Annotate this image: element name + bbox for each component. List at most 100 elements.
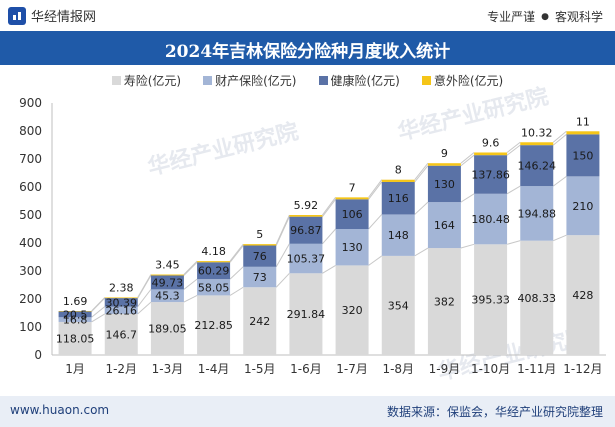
data-label: 180.48: [471, 213, 510, 226]
connector-line: [506, 240, 521, 245]
data-label: 7: [349, 181, 356, 194]
bar-segment: [289, 243, 323, 274]
x-tick-label: 1-9月: [429, 362, 461, 376]
connector-line: [275, 243, 290, 268]
legend-item-health[interactable]: 健康险(亿元): [318, 72, 400, 89]
data-label: 210: [572, 200, 593, 213]
bar-segment: [381, 214, 415, 256]
x-tick-label: 1-8月: [382, 362, 414, 376]
connector-line: [183, 294, 198, 303]
data-label: 1.69: [63, 295, 88, 308]
bar-segment: [58, 311, 92, 318]
data-label: 20.5: [63, 308, 88, 321]
bar-segment: [243, 245, 277, 267]
bar-segment: [243, 266, 277, 288]
legend-item-life[interactable]: 寿险(亿元): [111, 72, 181, 89]
legend-item-accident[interactable]: 意外险(亿元): [421, 72, 504, 89]
bar-segment: [520, 145, 554, 187]
data-label: 150: [572, 149, 593, 162]
x-tick-label: 1-11月: [517, 362, 556, 376]
connector-line: [137, 289, 152, 307]
connector-line: [506, 144, 521, 156]
bar-segment: [335, 197, 369, 200]
connector-line: [414, 165, 429, 183]
bar-segment: [520, 240, 554, 355]
connector-line: [368, 181, 383, 200]
bar-segment: [381, 255, 415, 355]
data-label: 4.18: [201, 245, 226, 258]
website-link[interactable]: www.huaon.com: [10, 403, 110, 417]
tagline: 专业严谨 ● 客观科学: [487, 8, 603, 25]
title-bar: 2024年吉林保险分险种月度收入统计: [0, 31, 615, 65]
bar-segment: [197, 261, 231, 263]
data-label: 10.32: [521, 126, 553, 139]
bar-segment: [104, 306, 138, 314]
chart-title: 2024年吉林保险分险种月度收入统计: [164, 42, 451, 62]
y-tick-label: 400: [19, 236, 42, 250]
tagline-1: 专业严谨: [487, 10, 536, 24]
bar-segment: [150, 274, 184, 276]
bar-segment: [335, 265, 369, 355]
bar-segment: [289, 273, 323, 355]
legend-swatch: [111, 76, 121, 85]
connector-line: [183, 278, 198, 290]
bar-segment: [197, 279, 231, 296]
brand-name: 华经情报网: [31, 10, 97, 25]
connector-line: [322, 264, 336, 274]
connector-line: [183, 260, 198, 275]
bar-segment: [474, 193, 508, 245]
bar-segment: [381, 181, 415, 215]
x-tick-label: 1-3月: [152, 362, 184, 376]
connector-line: [460, 152, 475, 164]
connector-line: [183, 261, 198, 276]
legend-item-property[interactable]: 财产保险(亿元): [203, 72, 297, 89]
bar-segment: [566, 235, 600, 355]
legend-label: 财产保险(亿元): [215, 74, 297, 88]
x-tick-label: 1-2月: [105, 362, 137, 376]
connector-line: [91, 306, 106, 318]
legend-swatch: [421, 76, 431, 85]
connector-line: [368, 179, 383, 198]
bar-segment: [197, 295, 231, 355]
data-label: 5: [256, 228, 263, 241]
bar-segment: [243, 287, 277, 355]
connector-line: [91, 297, 106, 312]
connector-line: [368, 255, 383, 266]
bar-segment: [150, 302, 184, 355]
connector-line: [275, 214, 290, 245]
y-tick-label: 600: [19, 180, 42, 194]
data-label: 58.05: [198, 281, 230, 294]
connector-line: [322, 228, 336, 245]
data-label: 73: [253, 271, 267, 284]
data-label: 137.86: [471, 168, 510, 181]
bar-segment: [566, 176, 600, 236]
data-label: 130: [342, 241, 363, 254]
legend-label: 意外险(亿元): [433, 74, 504, 88]
data-label: 428: [572, 289, 593, 302]
x-tick-label: 1-10月: [471, 362, 510, 376]
brand[interactable]: 华经情报网: [8, 6, 96, 25]
bar-segment: [104, 313, 138, 355]
data-label: 26.16: [106, 304, 138, 317]
data-label: 118.05: [56, 332, 95, 345]
logo-icon: [8, 6, 26, 25]
stacked-bar-chart: 华经产业研究院华经产业研究院华经产业研究院0100200300400500600…: [19, 83, 606, 386]
connector-line: [137, 301, 152, 315]
data-label: 9: [441, 147, 448, 160]
connector-line: [553, 234, 567, 242]
connector-line: [322, 197, 336, 216]
dot-icon: ●: [541, 11, 549, 22]
bar-segment: [427, 202, 461, 249]
x-tick-label: 1-12月: [563, 362, 602, 376]
data-label: 212.85: [194, 319, 233, 332]
data-label: 16.8: [63, 314, 88, 327]
data-label: 45.3: [155, 290, 180, 303]
connector-line: [229, 243, 244, 262]
x-tick-label: 1-4月: [198, 362, 230, 376]
legend-label: 健康险(亿元): [330, 74, 400, 88]
x-tick-label: 1-6月: [290, 362, 322, 376]
data-label: 382: [434, 296, 455, 309]
data-label: 395.33: [471, 294, 510, 307]
bar-segment: [427, 163, 461, 166]
bar-segment: [150, 289, 184, 303]
